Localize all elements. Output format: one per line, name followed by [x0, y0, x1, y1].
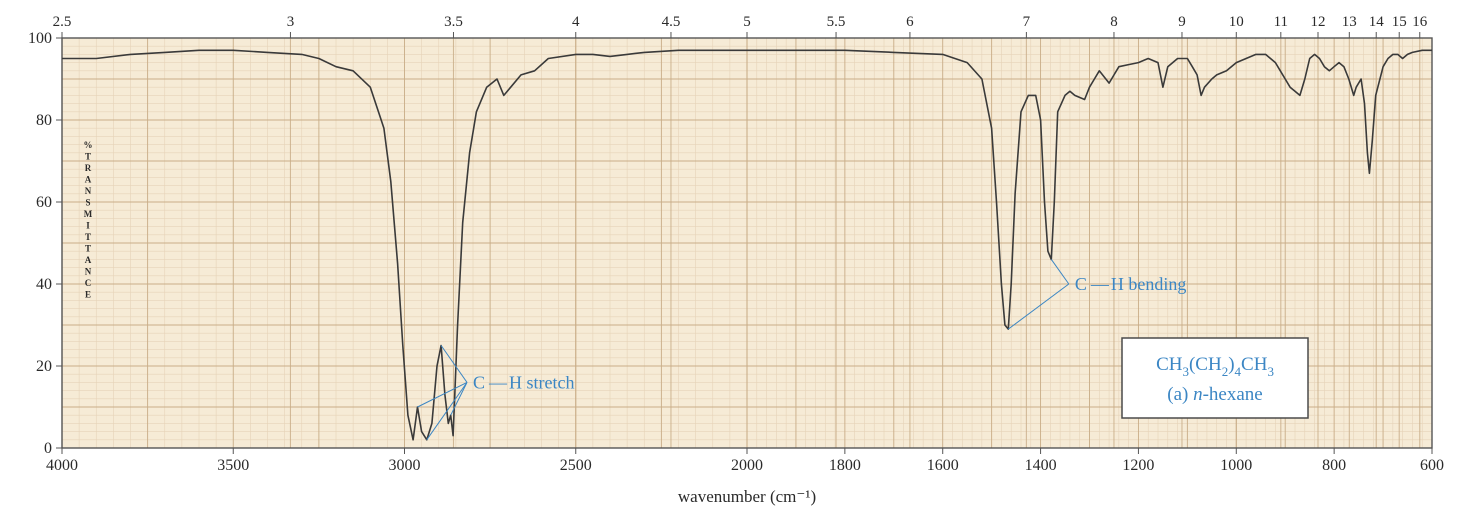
y-axis-label-letter: R — [85, 163, 92, 173]
annotation-leader — [426, 382, 468, 441]
x-axis-tick-label: 1800 — [829, 457, 861, 474]
x-axis-tick-label: 1000 — [1220, 457, 1252, 474]
top-axis-tick-label: 16 — [1412, 14, 1428, 30]
x-axis-tick-label: 600 — [1420, 457, 1444, 474]
y-axis-label-letter: S — [85, 198, 90, 208]
y-axis-label-letter: M — [84, 209, 93, 219]
y-axis-label-letter: T — [85, 244, 91, 254]
annotation-rest: H stretch — [509, 372, 574, 392]
annotation-label: C — H stretch — [473, 372, 575, 392]
y-axis-label-letter: T — [85, 152, 91, 162]
x-axis-tick-label: 3500 — [217, 457, 249, 474]
x-axis-tick-label: 1400 — [1025, 457, 1057, 474]
compound-name: (a) n-hexane — [1167, 384, 1262, 405]
major-gridlines — [61, 37, 1433, 449]
annotation-label: C — H bending — [1075, 274, 1187, 294]
top-axis-tick-label: 10 — [1229, 14, 1244, 30]
formula-subscript: 4 — [1235, 364, 1242, 379]
x-axis-tick-label: 2500 — [560, 457, 592, 474]
y-axis-tick-label: 80 — [36, 112, 52, 129]
top-axis-tick-label: 12 — [1310, 14, 1325, 30]
y-axis-tick-label: 60 — [36, 194, 52, 211]
x-axis-tick-label: 2000 — [731, 457, 763, 474]
top-axis-tick-label: 13 — [1342, 14, 1357, 30]
x-axis-tick-label: 1200 — [1122, 457, 1154, 474]
formula-subscript: 2 — [1222, 364, 1229, 379]
x-axis: 4000 3500 3000 2500 2000 1800 1600 1400 1200 1000… — [46, 448, 1444, 474]
compound-name-italic: n — [1193, 384, 1203, 405]
y-axis-label-letter: E — [85, 290, 91, 300]
top-axis-tick-label: 9 — [1178, 14, 1186, 30]
x-axis-tick-label: 800 — [1322, 457, 1346, 474]
top-axis-tick-label: 2.5 — [53, 14, 72, 30]
annotation-leader — [417, 381, 468, 408]
top-axis-tick-label: 7 — [1023, 14, 1031, 30]
y-axis-tick-label: 0 — [44, 440, 52, 457]
annotation-rest: H bending — [1111, 274, 1187, 294]
top-axis-tick-label: 5.5 — [827, 14, 846, 30]
compound-name-suffix: -hexane — [1203, 384, 1263, 405]
compound-box-frame — [1121, 337, 1309, 419]
compound-name-prefix: (a) — [1167, 384, 1193, 405]
x-axis-label: wavenumber (cm⁻¹) — [678, 487, 816, 506]
annotation-leader — [440, 345, 468, 383]
y-axis-label-letter: A — [85, 255, 92, 265]
formula-text: (CH — [1189, 354, 1222, 375]
top-axis-tick-label: 5 — [743, 14, 751, 30]
top-axis-tick-label: 8 — [1110, 14, 1118, 30]
y-axis: 0 20 40 60 80 100 — [28, 30, 62, 457]
bond-dash: — — [488, 372, 508, 392]
y-axis-label-letter: I — [86, 221, 90, 231]
formula-subscript: 3 — [1182, 364, 1189, 379]
top-axis-tick-label: 15 — [1392, 14, 1407, 30]
y-axis-label-letter: T — [85, 232, 91, 242]
y-axis-label-letter: A — [85, 175, 92, 185]
spectrum-line — [62, 49, 1432, 441]
top-micrometer-axis: 2.5 3 3.5 4 4.5 5 5.5 6 7 8 9 10 11 12 13 14 15 16 — [53, 14, 1428, 38]
y-axis-tick-label: 20 — [36, 358, 52, 375]
y-axis-tick-label: 40 — [36, 276, 52, 293]
formula-text: ) — [1228, 354, 1234, 375]
top-axis-tick-label: 14 — [1369, 14, 1385, 30]
annotation-atom: C — [1075, 274, 1087, 294]
x-axis-label-text: wavenumber (cm⁻¹) — [678, 487, 816, 506]
y-axis-label-letter: % — [84, 140, 93, 150]
y-axis-tick-label: 100 — [28, 30, 52, 47]
top-axis-tick-label: 3 — [287, 14, 295, 30]
compound-label-box: CH3(CH2)4CH3(a) n-hexane — [1121, 337, 1309, 419]
top-axis-tick-label: 3.5 — [444, 14, 463, 30]
annotation-atom: C — [473, 372, 485, 392]
formula-text: CH — [1156, 354, 1183, 375]
y-axis-label-letter: N — [85, 186, 92, 196]
top-axis-tick-label: 4 — [572, 14, 580, 30]
formula-text: CH — [1241, 354, 1268, 375]
formula-subscript: 3 — [1267, 364, 1274, 379]
annotation-leader — [450, 382, 468, 416]
x-axis-tick-label: 1600 — [927, 457, 959, 474]
top-axis-tick-label: 11 — [1274, 14, 1288, 30]
x-axis-tick-label: 3000 — [389, 457, 421, 474]
compound-formula: CH3(CH2)4CH3 — [1156, 354, 1274, 379]
bond-dash: — — [1090, 274, 1110, 294]
annotation-leader — [1007, 283, 1070, 330]
series-group — [62, 49, 1432, 441]
x-axis-tick-label: 4000 — [46, 457, 78, 474]
top-axis-tick-label: 6 — [906, 14, 914, 30]
y-axis-label-letter: N — [85, 267, 92, 277]
top-axis-tick-label: 4.5 — [662, 14, 681, 30]
annotation-leader — [1050, 259, 1070, 285]
y-axis-label-letter: C — [85, 278, 92, 288]
